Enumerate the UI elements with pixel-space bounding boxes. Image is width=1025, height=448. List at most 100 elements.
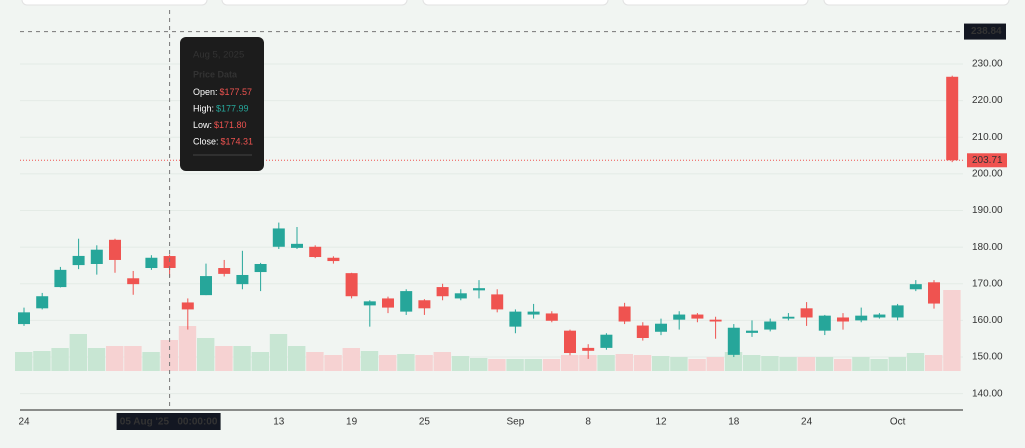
card[interactable]	[622, 0, 809, 6]
candle-body	[873, 314, 886, 318]
volume-bar	[542, 359, 561, 371]
candle-body	[764, 321, 777, 330]
volume-bar	[579, 355, 597, 371]
volume-bar	[87, 348, 106, 371]
x-tick-label: Oct	[890, 417, 906, 428]
candle-body	[36, 296, 49, 309]
candle-body	[200, 276, 212, 296]
tooltip-row-label: Close:	[193, 137, 219, 147]
tooltip-row-label: Open:	[193, 87, 218, 97]
candle-body	[436, 287, 449, 297]
volume-bar	[178, 326, 197, 371]
candle-body	[382, 298, 394, 308]
tooltip-row: Open: $177.57	[193, 87, 252, 97]
tooltip-row-label: Low:	[193, 120, 212, 130]
volume-bar	[925, 355, 943, 371]
card[interactable]	[422, 0, 609, 6]
y-tick-label: 220.00	[972, 95, 1003, 106]
volume-bar	[815, 357, 834, 371]
candle-body	[782, 316, 795, 319]
x-tick-label: 24	[18, 417, 30, 428]
volume-bar	[197, 338, 215, 371]
last-price-box	[967, 153, 1007, 168]
volume-bar	[269, 334, 288, 371]
card[interactable]	[21, 0, 208, 6]
candle-body	[218, 268, 231, 274]
volume-bar	[433, 352, 451, 371]
top-cards	[21, 0, 1010, 6]
candle-body	[309, 246, 322, 258]
volume-bar	[524, 359, 542, 371]
x-tick-label: 19	[346, 417, 358, 428]
candle-body	[109, 239, 121, 260]
volume-bar	[561, 355, 579, 371]
candle-body	[855, 315, 868, 321]
tooltip-row-value: $177.57	[220, 87, 253, 97]
candle-body	[545, 313, 558, 321]
tooltip-date: Aug 5, 2025	[193, 50, 244, 61]
candle-body	[491, 294, 504, 310]
crosshair-x-box	[116, 413, 221, 430]
volume-bar	[888, 357, 906, 371]
volume-bar	[397, 354, 415, 371]
volume-bar	[506, 359, 524, 371]
candle-body	[600, 334, 613, 348]
x-tick-label: 13	[273, 417, 285, 428]
volume-bar	[724, 352, 743, 371]
y-tick-label: 190.00	[972, 205, 1003, 216]
volume-bar	[834, 359, 852, 371]
volume-bar	[761, 356, 779, 371]
candle-body	[236, 274, 249, 285]
candle-body	[145, 257, 158, 269]
volume-bar	[852, 357, 870, 371]
x-tick-label: 24	[801, 417, 813, 428]
candle-body	[272, 228, 285, 247]
y-tick-label: 230.00	[972, 59, 1003, 70]
volume-bar	[15, 352, 33, 371]
tooltip-row: High: $177.99	[193, 104, 249, 114]
candle-body	[564, 330, 576, 354]
volume-bar	[670, 357, 688, 371]
candle-body	[691, 314, 704, 319]
candle-body	[582, 347, 595, 351]
candle-body	[418, 300, 431, 309]
volume-bar	[797, 357, 815, 371]
candle-body	[837, 317, 849, 322]
candle-body	[254, 263, 267, 273]
candle-body	[127, 278, 140, 285]
y-tick-label: 180.00	[972, 242, 1003, 253]
last-price-label: 203.71	[972, 155, 1003, 166]
y-tick-label: 200.00	[972, 169, 1003, 180]
candle-body	[673, 314, 686, 320]
x-tick-label: 12	[655, 417, 667, 428]
card[interactable]	[221, 0, 408, 6]
candle-body	[327, 257, 340, 262]
tooltip-heading: Price Data	[193, 69, 238, 79]
volume-bar	[652, 356, 670, 371]
y-tick-label: 160.00	[972, 315, 1003, 326]
volume-bar	[324, 355, 342, 371]
volume-bar	[906, 353, 925, 371]
candle-body	[946, 76, 959, 161]
volume-bar	[488, 359, 506, 371]
tooltip-row-label: High:	[193, 104, 214, 114]
tooltip-row-value: $177.99	[216, 104, 249, 114]
volume-bar	[943, 290, 961, 371]
candle-body	[363, 301, 376, 306]
volume-bar	[615, 354, 633, 371]
volume-bar	[706, 357, 724, 371]
volume-bar	[870, 359, 888, 371]
volume-bar	[233, 346, 251, 371]
y-tick-label: 150.00	[972, 352, 1003, 363]
x-tick-label: 18	[728, 417, 740, 428]
candle-body	[345, 273, 358, 297]
candle-body	[473, 288, 485, 291]
volume-bar	[288, 346, 306, 371]
tooltip-row: Close: $174.31	[193, 137, 253, 147]
card[interactable]	[823, 0, 1010, 6]
volume-bar	[251, 352, 269, 371]
candle-body	[181, 302, 194, 310]
y-tick-label: 170.00	[972, 278, 1003, 289]
tooltip-box	[180, 37, 264, 171]
